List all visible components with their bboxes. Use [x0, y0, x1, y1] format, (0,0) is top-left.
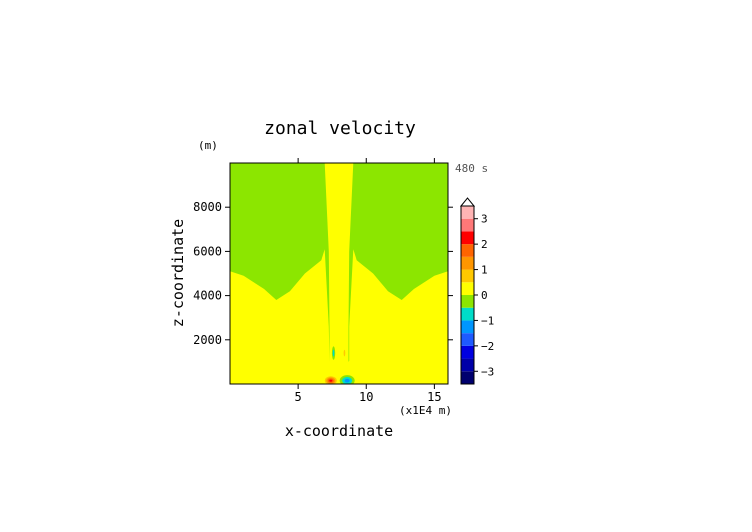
colorbar-swatch-6	[461, 295, 474, 308]
colorbar-swatch-13	[461, 206, 474, 219]
colorbar-extend-arrow	[459, 197, 476, 207]
colorbar-tick-label-3: 3	[481, 213, 488, 226]
time-label: 480 s	[455, 162, 488, 175]
colorbar-tick-label--3: −3	[481, 365, 494, 378]
colorbar-swatch-2	[461, 345, 474, 359]
contour-region-3	[342, 163, 348, 252]
y-unit-label: (m)	[198, 139, 218, 152]
colorbar-swatch-8	[461, 269, 474, 283]
colorbar-swatch-5	[461, 307, 474, 321]
x-unit-label: (x1E4 m)	[399, 404, 452, 417]
colorbar: 3 2 1 0 −1 −2 −3	[459, 197, 494, 385]
chart-title: zonal velocity	[264, 118, 416, 139]
colorbar-swatch-7	[461, 282, 474, 295]
x-tick-label-10: 10	[359, 390, 373, 404]
x-tick-label-5: 5	[295, 390, 302, 404]
negative-core-2	[331, 346, 336, 360]
colorbar-tick-label--2: −2	[481, 340, 494, 353]
colorbar-tick-label-1: 1	[481, 264, 488, 277]
colorbar-swatch-3	[461, 333, 474, 346]
positive-core-3	[342, 346, 347, 360]
colorbar-tick-label-0: 0	[481, 289, 488, 302]
colorbar-swatch-10	[461, 244, 474, 257]
plot-area	[230, 163, 448, 384]
colorbar-swatch-11	[461, 231, 474, 245]
colorbar-tick-label--1: −1	[481, 314, 494, 327]
y-axis-label: z-coordinate	[169, 219, 187, 327]
y-tick-label-8000: 8000	[193, 200, 222, 214]
colorbar-swatch-0	[461, 371, 474, 384]
axes: 5 10 15 2000 4000 6000 8000	[193, 158, 453, 404]
colorbar-tick-label-2: 2	[481, 238, 488, 251]
y-tick-label-6000: 6000	[193, 244, 222, 258]
colorbar-swatch-4	[461, 320, 474, 334]
x-tick-label-15: 15	[427, 390, 441, 404]
y-tick-label-4000: 4000	[193, 289, 222, 303]
colorbar-swatch-12	[461, 218, 474, 232]
negative-core-0	[339, 375, 355, 384]
positive-core-1	[323, 375, 339, 384]
colorbar-swatch-1	[461, 358, 474, 372]
colorbar-swatch-9	[461, 256, 474, 270]
contour-region-2	[330, 163, 336, 252]
y-tick-label-2000: 2000	[193, 333, 222, 347]
x-axis-label: x-coordinate	[285, 422, 393, 440]
contour-region-1	[230, 163, 448, 362]
